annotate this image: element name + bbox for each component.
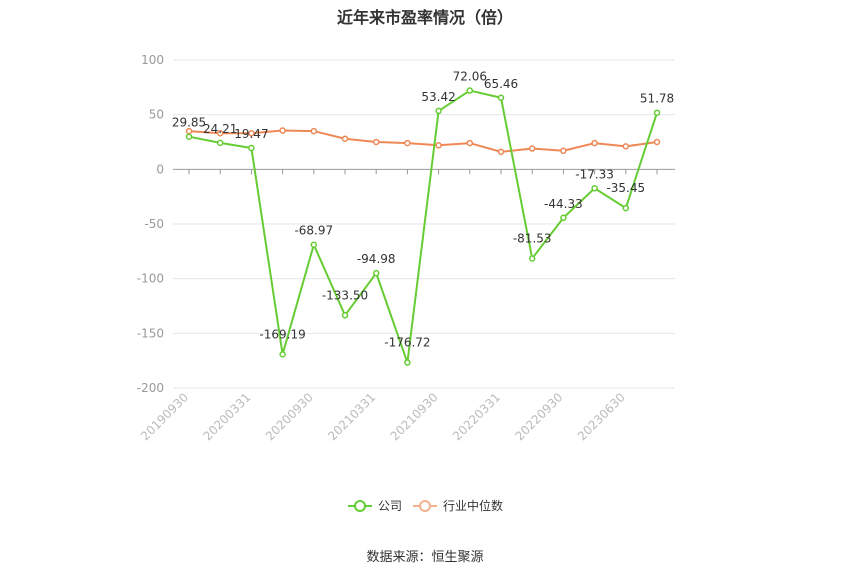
company-data-point [466, 87, 474, 94]
industry-data-point [310, 127, 318, 135]
x-tick-label: 20200930 [263, 390, 316, 443]
company-data-label: -169.19 [259, 327, 305, 341]
company-data-point [653, 109, 661, 116]
industry-data-point [528, 145, 536, 152]
company-data-point [404, 359, 411, 366]
legend-industry-label: 行业中位数 [443, 498, 503, 513]
x-tick-label: 20200331 [200, 390, 253, 443]
company-data-label: -35.45 [606, 181, 645, 195]
industry-data-point [341, 135, 349, 142]
company-pe-line [188, 89, 658, 363]
company-data-label: -133.50 [322, 288, 368, 302]
y-tick-label: 0 [156, 162, 164, 176]
data-source: 数据来源：恒生聚源 [366, 550, 484, 565]
company-data-label: -81.53 [513, 231, 552, 245]
industry-data-point [560, 147, 567, 154]
industry-data-point [653, 138, 661, 146]
company-data-point [185, 133, 193, 140]
industry-data-point [435, 142, 442, 149]
y-tick-label: -50 [144, 217, 164, 231]
company-data-label: 29.85 [172, 116, 206, 130]
company-data-label: 19.47 [234, 127, 268, 141]
x-tick-label: 20210331 [325, 390, 378, 443]
industry-data-point [497, 148, 505, 156]
company-data-label: 51.78 [640, 92, 674, 106]
company-data-label: -176.72 [384, 336, 430, 350]
industry-data-point [622, 143, 630, 150]
y-tick-label: -100 [137, 272, 164, 286]
company-data-point [528, 255, 536, 262]
company-data-point [248, 144, 255, 152]
industry-data-point [404, 139, 411, 147]
company-data-point [435, 107, 442, 115]
company-data-label: 53.42 [421, 90, 455, 104]
company-data-label: 72.06 [453, 70, 487, 84]
x-tick-label: 20210930 [388, 390, 441, 443]
x-tick-label: 20220930 [512, 390, 565, 443]
industry-data-point [591, 139, 598, 147]
company-data-label: 65.46 [484, 77, 518, 91]
industry-data-point [248, 130, 255, 137]
company-data-point [372, 269, 380, 277]
y-tick-label: -200 [137, 381, 164, 395]
industry-data-point [279, 127, 286, 134]
company-data-label: -94.98 [357, 252, 396, 266]
y-tick-label: 50 [149, 108, 164, 122]
industry-data-point [466, 139, 474, 147]
industry-median-line [188, 129, 658, 153]
x-tick-label: 20190930 [138, 390, 191, 443]
company-data-point [497, 94, 505, 102]
legend-company-marker [354, 500, 366, 512]
y-tick-label: 100 [141, 53, 164, 67]
company-data-label: -44.33 [544, 197, 583, 211]
industry-data-point [372, 138, 380, 146]
x-tick-label: 20230630 [575, 390, 628, 443]
industry-data-point [216, 130, 224, 137]
company-data-point [341, 312, 349, 319]
company-data-label: 24.21 [203, 122, 237, 136]
legend-company-label: 公司 [378, 499, 402, 513]
company-data-label: -17.33 [575, 167, 614, 181]
company-data-point [622, 204, 630, 212]
company-data-point [560, 214, 567, 222]
company-data-point [310, 241, 318, 248]
y-tick-label: -150 [137, 326, 164, 340]
chart-title: 近年来市盈率情况（倍） [336, 8, 513, 27]
legend-industry-marker [419, 500, 431, 512]
x-tick-label: 20220331 [450, 390, 503, 443]
company-data-point [216, 139, 224, 147]
company-data-point [279, 351, 286, 358]
company-data-point [591, 185, 598, 192]
company-data-label: -68.97 [294, 224, 333, 238]
